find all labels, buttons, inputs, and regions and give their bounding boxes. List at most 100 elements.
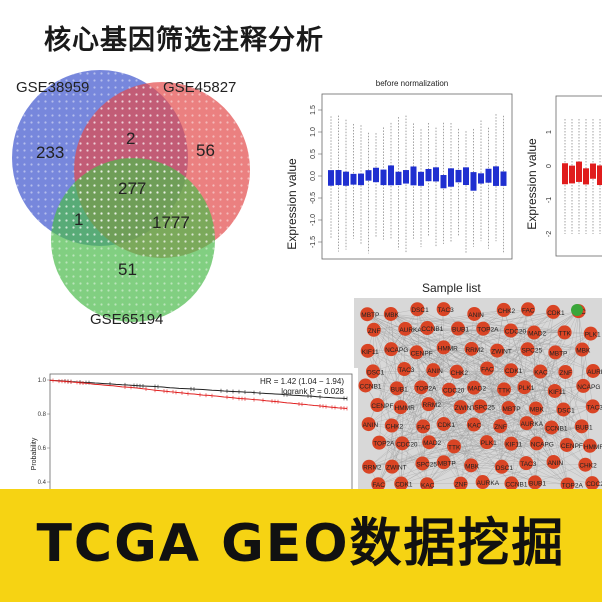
network-node-label: NCAPG	[385, 347, 408, 354]
network-node	[358, 378, 373, 393]
network-node	[586, 363, 601, 378]
boxplot-box	[403, 170, 409, 184]
network-node	[436, 302, 451, 317]
boxplot-box	[373, 167, 379, 183]
network-node-label: MBK	[530, 406, 545, 413]
venn-count-only-b: 56	[196, 141, 215, 160]
boxplot-box	[463, 167, 469, 185]
network-node-label: AURKA	[521, 421, 544, 428]
boxplot-box	[418, 171, 424, 186]
network-node	[422, 435, 437, 450]
network-node	[490, 343, 505, 358]
network-node	[383, 306, 398, 321]
network-node-label: SPC25	[522, 347, 543, 354]
network-node	[397, 361, 412, 376]
network-node	[547, 383, 562, 398]
network-node-label: ANIN	[427, 368, 443, 375]
boxplot-box	[388, 165, 394, 186]
network-node-label: CCNB1	[421, 326, 443, 333]
network-node-label: ANIN	[548, 460, 564, 467]
network-node-label: TOP2A	[415, 385, 437, 392]
network-node-label: DSC1	[411, 307, 429, 314]
network-node-label: TOP2A	[373, 441, 395, 448]
network-node-label: CENPF	[411, 350, 433, 357]
network-node-label: FAC	[372, 482, 385, 489]
network-node	[560, 477, 575, 489]
boxplot-box	[328, 170, 334, 186]
network-node-label: CCNB1	[505, 481, 527, 488]
network-node	[585, 399, 600, 414]
network-node-label: MBTP	[438, 460, 456, 467]
network-node-label: PLK1	[518, 385, 534, 392]
survival-curve-low	[49, 379, 348, 400]
network-node	[504, 476, 519, 489]
network-node-label: CCNB1	[360, 383, 382, 390]
network-node	[527, 475, 542, 489]
network-node-label: CDK1	[547, 310, 565, 317]
network-node-label: SPC25	[416, 461, 437, 468]
network-node-label: RRM2	[363, 465, 382, 472]
network-node	[496, 302, 511, 317]
network-node-label: KAC	[534, 369, 548, 376]
network-node	[582, 438, 597, 453]
network-node	[467, 380, 482, 395]
venn-count-ac: 1	[74, 210, 83, 229]
network-panel: Sample list MBTP MBK DSC1 TAC3 ANIN CHK2 FAC CD…	[352, 278, 602, 489]
venn-count-only-c: 51	[118, 260, 137, 279]
network-node	[394, 476, 409, 489]
network-node-label: CENPF	[561, 443, 583, 450]
network-node	[476, 321, 491, 336]
network-node-label: AURKA	[587, 369, 602, 376]
network-node-label: TTK	[559, 330, 572, 337]
network-node-label: BUB1	[391, 386, 408, 393]
network-node	[464, 341, 479, 356]
boxplot-ytick: 0.5	[310, 149, 317, 159]
network-node	[574, 419, 589, 434]
network-node-label: KAC	[421, 482, 435, 489]
network-node	[410, 302, 425, 317]
survival-curve-high	[49, 379, 348, 409]
survival-hr: HR = 1.42 (1.04 − 1.94)	[260, 377, 344, 386]
network-node-label: HMMR	[395, 405, 416, 412]
survival-ytick: 0.6	[38, 446, 47, 452]
network-node	[519, 416, 534, 431]
venn-count-abc: 277	[118, 179, 146, 198]
boxplot-ytick: 1.5	[310, 105, 317, 115]
boxplot2-box	[597, 165, 602, 186]
network-node	[436, 340, 451, 355]
network-node	[450, 321, 465, 336]
network-node	[365, 364, 380, 379]
network-node	[360, 343, 375, 358]
network-node	[494, 459, 509, 474]
boxplot2-ylabel: Expression value	[525, 138, 539, 230]
network-node	[389, 381, 404, 396]
network-node	[409, 345, 424, 360]
boxplot-box	[500, 171, 507, 186]
network-node	[421, 397, 436, 412]
venn-count-bc: 1777	[152, 213, 190, 232]
venn-count-ab: 2	[126, 129, 135, 148]
network-node-label: MBK	[576, 348, 591, 355]
network-node	[415, 456, 430, 471]
network-node-label: ZWINT	[491, 349, 512, 356]
network-node	[361, 417, 376, 432]
network-node-label: CHK2	[498, 308, 516, 315]
boxplot2-box	[583, 168, 589, 185]
network-node-label: CDC20	[505, 328, 527, 335]
network-node-label: NCAPG	[531, 441, 554, 448]
network-node	[497, 382, 512, 397]
network-node	[362, 459, 377, 474]
network-node	[416, 419, 431, 434]
network-node	[583, 326, 598, 341]
boxplot-box	[470, 172, 477, 191]
boxplot-box	[455, 169, 462, 183]
boxplot-box	[485, 168, 492, 183]
network-node	[585, 476, 600, 489]
network-node-label: HMMR	[584, 444, 602, 451]
boxplot-ytick: -0.5	[310, 192, 317, 204]
network-node-label: PLK1	[481, 440, 497, 447]
survival-logrank: logrank P = 0.028	[281, 387, 344, 396]
network-node-label: KIF11	[505, 442, 522, 449]
network-node-label: BUB1	[576, 424, 593, 431]
network-node-label: BUB1	[529, 480, 546, 487]
